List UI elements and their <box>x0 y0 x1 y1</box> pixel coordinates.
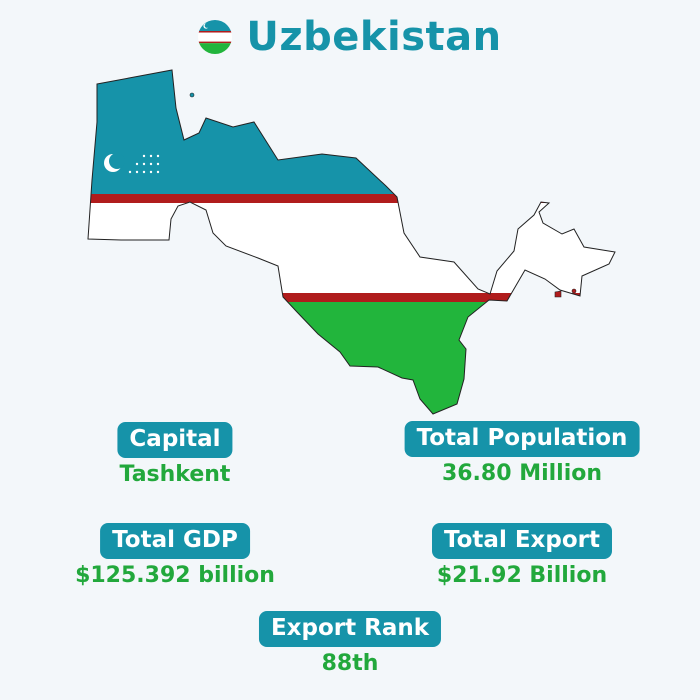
export-rank-value: 88th <box>321 651 379 676</box>
export-label: Total Export <box>432 523 612 559</box>
gdp-label: Total GDP <box>100 523 250 559</box>
capital-label: Capital <box>117 422 233 458</box>
export-value: $21.92 Billion <box>436 563 608 588</box>
export-rank-stat: Export Rank 88th <box>258 611 442 676</box>
page-title: Uzbekistan <box>246 14 502 60</box>
population-stat: Total Population 36.80 Million <box>404 421 640 486</box>
gdp-stat: Total GDP $125.392 billion <box>75 523 275 588</box>
capital-value: Tashkent <box>119 462 231 487</box>
capital-stat: Capital Tashkent <box>117 422 233 487</box>
uzbekistan-map-flag-icon <box>87 69 616 415</box>
gdp-value: $125.392 billion <box>75 563 275 588</box>
population-label: Total Population <box>404 421 640 457</box>
export-stat: Total Export $21.92 Billion <box>432 523 612 588</box>
uzbekistan-flag-icon <box>198 20 233 54</box>
export-rank-label: Export Rank <box>258 611 442 647</box>
header: Uzbekistan <box>0 14 700 60</box>
population-value: 36.80 Million <box>441 461 603 486</box>
